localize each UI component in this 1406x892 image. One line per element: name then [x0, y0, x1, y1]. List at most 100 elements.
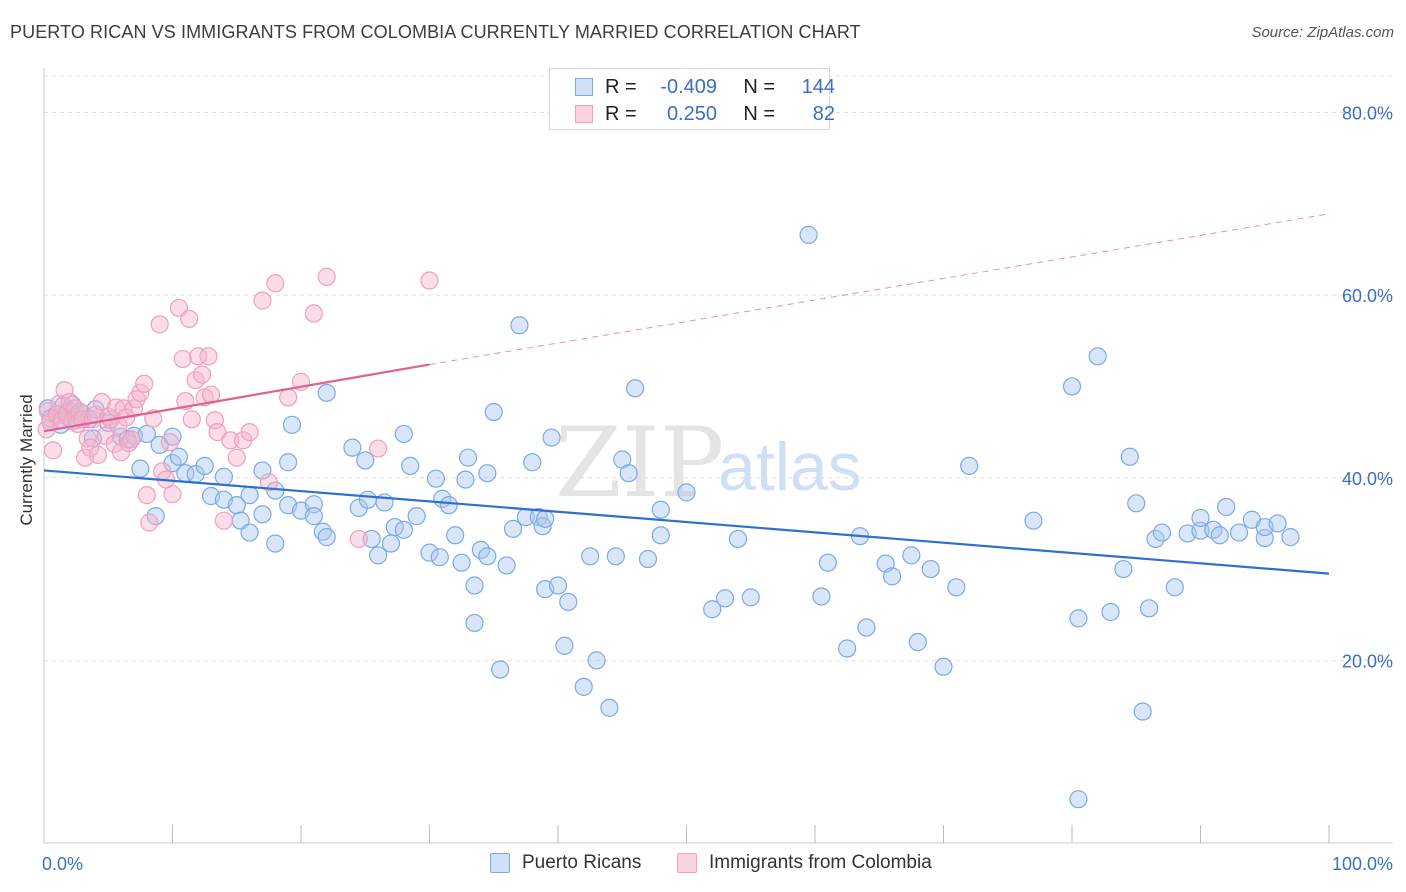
point-puerto-ricans [478, 464, 497, 483]
x-tick-label: 100.0% [1332, 854, 1393, 874]
source-label: Source: ZipAtlas.com [1251, 24, 1394, 41]
point-puerto-ricans [478, 547, 497, 566]
point-immigrants-colombia [140, 513, 159, 532]
point-immigrants-colombia [266, 274, 285, 293]
point-puerto-ricans [715, 589, 735, 608]
point-puerto-ricans [1281, 528, 1300, 547]
r-value: 0.250 [666, 102, 717, 125]
legend-swatch-pink [677, 853, 697, 873]
point-puerto-ricans [818, 553, 837, 572]
point-puerto-ricans [934, 657, 953, 676]
point-puerto-ricans [921, 559, 940, 579]
point-puerto-ricans [1101, 602, 1120, 622]
point-immigrants-colombia [221, 431, 240, 450]
point-puerto-ricans [638, 549, 658, 569]
point-immigrants-colombia [135, 374, 154, 393]
y-tick-label: 20.0% [1342, 651, 1393, 671]
point-immigrants-colombia [205, 411, 225, 430]
point-puerto-ricans [317, 383, 336, 402]
legend-label: Immigrants from Colombia [709, 852, 932, 873]
legend-swatch-pink [575, 105, 593, 123]
point-puerto-ricans [1024, 511, 1043, 530]
point-puerto-ricans [195, 456, 214, 475]
point-puerto-ricans [529, 507, 548, 527]
point-puerto-ricans [317, 528, 336, 547]
point-immigrants-colombia [173, 349, 192, 369]
point-puerto-ricans [343, 438, 362, 457]
point-puerto-ricans [1133, 702, 1152, 721]
point-puerto-ricans [960, 456, 979, 475]
n-value: 82 [812, 102, 835, 125]
point-puerto-ricans [369, 546, 388, 565]
tick-labels: 20.0% 40.0% 60.0% 80.0% 0.0% 100.0% Currently … [17, 104, 1393, 874]
point-puerto-ricans [1191, 521, 1210, 540]
point-puerto-ricans [394, 424, 413, 444]
point-immigrants-colombia [150, 315, 169, 334]
point-puerto-ricans [728, 529, 748, 549]
point-puerto-ricans [240, 486, 259, 505]
point-immigrants-colombia [304, 304, 323, 323]
point-immigrants-colombia [279, 388, 298, 407]
point-puerto-ricans [358, 490, 377, 509]
point-puerto-ricans [253, 505, 272, 524]
point-puerto-ricans [902, 546, 921, 565]
point-immigrants-colombia [349, 529, 368, 549]
trend-line-immigrants-colombia [43, 363, 430, 433]
point-puerto-ricans [279, 453, 298, 472]
chart-title: PUERTO RICAN VS IMMIGRANTS FROM COLOMBIA… [10, 22, 861, 42]
n-value: 144 [801, 75, 835, 98]
y-tick-label: 60.0% [1342, 286, 1393, 306]
legend-item-puerto-ricans[interactable]: Puerto Ricans [490, 852, 641, 874]
point-puerto-ricans [465, 613, 484, 633]
point-immigrants-colombia [214, 511, 233, 530]
point-puerto-ricans [1217, 497, 1236, 517]
point-puerto-ricans [600, 698, 619, 717]
point-puerto-ricans [523, 453, 542, 472]
point-puerto-ricans [304, 507, 323, 526]
point-puerto-ricans [362, 529, 381, 549]
point-immigrants-colombia [55, 381, 74, 400]
n-label: N = [743, 102, 775, 125]
point-immigrants-colombia [180, 309, 199, 328]
y-tick-label: 40.0% [1342, 469, 1393, 489]
point-puerto-ricans [1069, 790, 1088, 809]
r-value: -0.409 [660, 75, 717, 98]
watermark-zip: ZIP [555, 407, 724, 519]
point-puerto-ricans [131, 459, 150, 478]
series-puerto-ricans [38, 225, 1300, 809]
point-puerto-ricans [1229, 523, 1249, 542]
point-immigrants-colombia [81, 438, 100, 457]
point-puerto-ricans [426, 469, 446, 488]
point-puerto-ricans [882, 567, 902, 586]
point-puerto-ricans [1165, 578, 1184, 597]
legend-item-immigrants-colombia[interactable]: Immigrants from Colombia [677, 852, 932, 874]
point-immigrants-colombia [189, 347, 208, 366]
point-immigrants-colombia [88, 445, 108, 465]
point-immigrants-colombia [317, 267, 336, 286]
point-puerto-ricans [394, 520, 413, 539]
point-puerto-ricans [908, 633, 927, 652]
point-immigrants-colombia [259, 473, 278, 492]
point-puerto-ricans [510, 316, 529, 335]
legend-label: Puerto Ricans [522, 852, 642, 873]
point-puerto-ricans [536, 509, 555, 528]
point-puerto-ricans [542, 428, 561, 447]
point-immigrants-colombia [163, 485, 182, 504]
point-puerto-ricans [555, 636, 574, 655]
point-immigrants-colombia [369, 439, 388, 458]
legend-swatch-blue [490, 853, 510, 873]
point-immigrants-colombia [420, 271, 439, 290]
trend-line-puerto-ricans [43, 469, 1330, 575]
point-puerto-ricans [838, 639, 857, 658]
point-puerto-ricans [214, 467, 233, 486]
grid-lines [44, 75, 1393, 661]
point-puerto-ricans [150, 435, 169, 454]
point-immigrants-colombia [227, 448, 246, 467]
point-puerto-ricans [533, 517, 552, 536]
point-immigrants-colombia [192, 365, 212, 384]
point-puerto-ricans [446, 526, 465, 545]
y-axis-label: Currently Married [17, 394, 36, 525]
point-puerto-ricans [169, 447, 189, 466]
point-puerto-ricans [439, 496, 458, 515]
point-puerto-ricans [484, 402, 503, 422]
